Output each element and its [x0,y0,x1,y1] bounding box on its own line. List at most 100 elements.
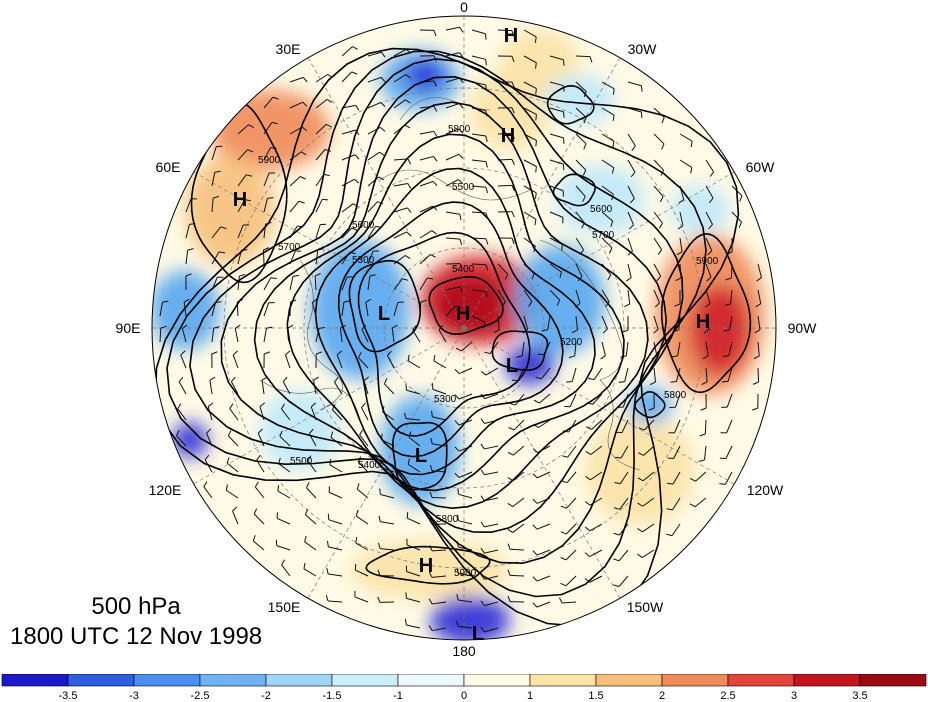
wind-barb [432,627,447,632]
wind-barb [432,416,447,421]
wind-barb-flag [213,326,220,329]
wind-barb-flag [507,595,511,602]
wind-barb [523,237,536,247]
wind-barb [306,487,317,499]
anomaly-region [350,540,510,600]
wind-barb-flag [637,528,643,533]
colorbar-tick-label: -1.5 [323,690,342,702]
wind-barb-flag [624,303,630,308]
wind-barb [672,497,681,511]
wind-barb-flag [511,81,515,88]
wind-barb-flag [430,437,433,444]
wind-barb [705,211,713,225]
wind-barb [653,263,662,277]
wind-barb [523,211,537,220]
wind-barb [575,185,586,197]
height-contour [337,201,564,458]
wind-barb-flag [343,300,350,303]
wind-barb-flag [725,277,732,281]
wind-barb-flag [351,71,358,75]
wind-barb [549,81,564,87]
wind-barb [458,625,473,629]
wind-barb-flag [709,171,714,177]
wind-barb [642,497,655,507]
wind-barb [407,517,421,525]
wind-barb [471,185,486,188]
wind-barb-flag [666,508,673,511]
wind-barb [431,549,447,552]
wind-barb [653,289,660,304]
wind-barb-flag [703,329,710,334]
wind-barb [590,471,603,481]
wind-barb [254,486,265,499]
closed-contour [392,421,448,491]
wind-barb-flag [708,224,713,230]
wind-barb-flag [459,26,464,33]
colorbar-tick-label: 2.5 [720,690,735,702]
wind-barb [601,237,613,249]
wind-barb-flag [454,472,460,478]
wind-barb-flag [560,556,567,561]
wind-barb [406,597,421,603]
colorbar: -3.5 -3 -2.5 -2 -1.5 -1 0 1 1.5 2 2.5 3 3.5 [1,674,927,702]
wind-barb-flag [253,508,258,515]
wind-barb [512,523,525,533]
wind-barb [229,408,239,421]
wind-barb-flag [534,36,537,43]
wind-barb-flag [559,597,563,604]
wind-barb-flag [429,464,433,471]
wind-barb [315,124,327,135]
wind-barb [726,419,733,434]
wind-barb [575,237,585,251]
parallel-line [303,167,625,489]
colorbar-tick-label: -1 [393,690,403,702]
contour-label: 5600 [590,204,613,215]
wind-barb-flag [187,248,194,251]
wind-barb-flag [752,381,759,385]
wind-barb [227,435,239,447]
wind-barb-flag [607,274,612,281]
wind-barb-flag [699,433,706,437]
wind-barb-flag [408,431,412,438]
wind-barb-flag [648,407,655,411]
polar-map: 0 30W 60W 90W 120W 150W 180 150E 120E 90… [116,0,818,659]
wind-barb [540,367,551,380]
wind-barb-flag [176,430,180,436]
wind-barb [513,419,525,431]
wind-barb-flag [183,298,190,303]
wind-barb-flag [480,600,485,606]
wind-barb-flag [377,201,384,205]
wind-barb [315,174,325,187]
wind-barb [445,211,460,215]
wind-barb [263,302,270,317]
wind-barb-flag [582,169,587,176]
wind-barb-flag [404,619,407,626]
colorbar-swatch [265,674,333,687]
wind-barb [757,367,760,383]
colorbar-tick-label: -3.5 [59,690,78,702]
wind-barb-flag [379,126,386,132]
wind-barb [575,81,587,92]
coastline [379,169,531,201]
wind-barb-flag [667,457,674,460]
wind-barb-flag [677,225,684,230]
wind-barb-flag [615,456,622,459]
wind-barb [282,381,291,395]
contour-label: 5500 [452,182,475,193]
wind-barb-flag [204,454,210,461]
wind-barb [565,549,577,561]
wind-barb-flag [583,143,587,150]
wind-barb [458,367,473,374]
colorbar-tick-label: -2.5 [191,690,210,702]
wind-barb-flag [278,457,281,464]
colorbar-tick-label: 0 [461,690,467,702]
wind-barb [237,174,247,187]
wind-barb-flag [613,584,620,588]
colorbar-swatch [859,674,927,687]
wind-barb [757,341,760,356]
colorbar-swatch [529,674,597,687]
wind-barb-flag [584,501,591,506]
wind-barb [328,546,343,551]
wind-barb [263,328,267,343]
wind-barb-flag [561,455,568,458]
